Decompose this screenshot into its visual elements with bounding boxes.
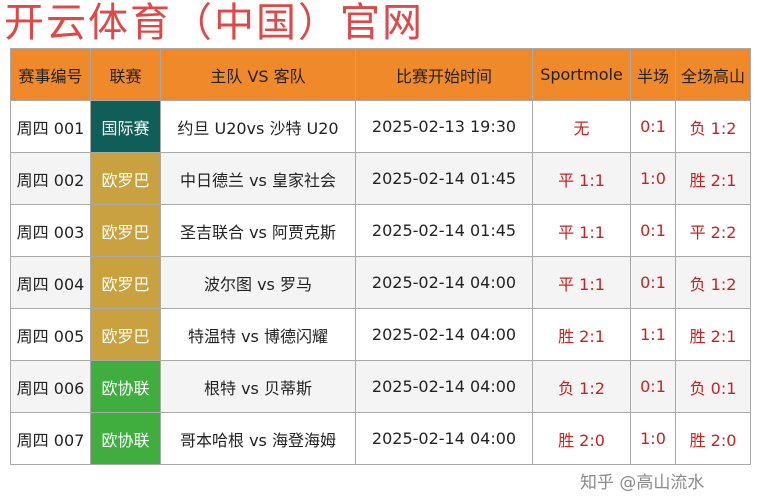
cell-full: 平 2:2	[675, 204, 751, 257]
column-header: 主队 VS 客队	[160, 48, 356, 101]
cell-half: 1:1	[630, 308, 676, 361]
cell-sportmole: 无	[532, 100, 631, 153]
cell-full: 负 0:1	[675, 360, 751, 413]
table-row: 周四 004 欧罗巴 波尔图 vs 罗马 2025-02-14 04:00 平 1:1 0…	[10, 256, 751, 309]
cell-id: 周四 001	[10, 100, 91, 153]
match-table: 赛事编号 联赛 主队 VS 客队 比赛开始时间 Sportmole 半场 全场高山 周四 0…	[10, 48, 751, 465]
column-header: 赛事编号	[10, 48, 91, 101]
cell-sportmole: 平 1:1	[532, 152, 631, 205]
cell-full: 负 1:2	[675, 256, 751, 309]
cell-half: 0:1	[630, 100, 676, 153]
cell-league: 国际赛	[90, 100, 161, 153]
cell-time: 2025-02-14 04:00	[355, 256, 533, 309]
cell-full: 胜 2:0	[675, 412, 751, 465]
cell-match: 约旦 U20vs 沙特 U20	[160, 100, 356, 153]
cell-match: 特温特 vs 博德闪耀	[160, 308, 356, 361]
cell-id: 周四 007	[10, 412, 91, 465]
cell-time: 2025-02-14 01:45	[355, 204, 533, 257]
cell-league: 欧罗巴	[90, 308, 161, 361]
cell-league: 欧协联	[90, 412, 161, 465]
table-row: 周四 005 欧罗巴 特温特 vs 博德闪耀 2025-02-14 04:00 胜 2:…	[10, 308, 751, 361]
table-row: 周四 007 欧协联 哥本哈根 vs 海登海姆 2025-02-14 04:00 胜 2…	[10, 412, 751, 465]
table-row: 周四 002 欧罗巴 中日德兰 vs 皇家社会 2025-02-14 01:45 平 1…	[10, 152, 751, 205]
cell-full: 负 1:2	[675, 100, 751, 153]
cell-half: 1:0	[630, 152, 676, 205]
table-row: 周四 006 欧协联 根特 vs 贝蒂斯 2025-02-14 04:00 负 1:2 0…	[10, 360, 751, 413]
column-header: 联赛	[90, 48, 161, 101]
header-row: 赛事编号 联赛 主队 VS 客队 比赛开始时间 Sportmole 半场 全场高山	[10, 48, 751, 101]
cell-sportmole: 平 1:1	[532, 204, 631, 257]
cell-sportmole: 胜 2:1	[532, 308, 631, 361]
cell-id: 周四 002	[10, 152, 91, 205]
column-header: 半场	[630, 48, 676, 101]
column-header: 全场高山	[675, 48, 751, 101]
cell-time: 2025-02-14 04:00	[355, 412, 533, 465]
cell-id: 周四 003	[10, 204, 91, 257]
cell-league: 欧罗巴	[90, 256, 161, 309]
table-row: 周四 001 国际赛 约旦 U20vs 沙特 U20 2025-02-13 19:30…	[10, 100, 751, 153]
cell-time: 2025-02-14 04:00	[355, 308, 533, 361]
cell-league: 欧协联	[90, 360, 161, 413]
column-header: 比赛开始时间	[355, 48, 533, 101]
cell-match: 根特 vs 贝蒂斯	[160, 360, 356, 413]
cell-half: 0:1	[630, 256, 676, 309]
cell-sportmole: 平 1:1	[532, 256, 631, 309]
cell-time: 2025-02-14 04:00	[355, 360, 533, 413]
cell-id: 周四 006	[10, 360, 91, 413]
cell-full: 胜 2:1	[675, 152, 751, 205]
cell-league: 欧罗巴	[90, 204, 161, 257]
column-header: Sportmole	[532, 48, 631, 101]
cell-id: 周四 005	[10, 308, 91, 361]
cell-half: 0:1	[630, 360, 676, 413]
cell-sportmole: 负 1:2	[532, 360, 631, 413]
cell-league: 欧罗巴	[90, 152, 161, 205]
cell-full: 胜 2:1	[675, 308, 751, 361]
watermark: 开云体育（中国）官网	[4, 0, 424, 46]
cell-sportmole: 胜 2:0	[532, 412, 631, 465]
cell-match: 圣吉联合 vs 阿贾克斯	[160, 204, 356, 257]
cell-id: 周四 004	[10, 256, 91, 309]
cell-time: 2025-02-13 19:30	[355, 100, 533, 153]
cell-match: 哥本哈根 vs 海登海姆	[160, 412, 356, 465]
credit-watermark: 知乎 @高山流水	[580, 473, 705, 493]
cell-match: 中日德兰 vs 皇家社会	[160, 152, 356, 205]
cell-match: 波尔图 vs 罗马	[160, 256, 356, 309]
cell-half: 0:1	[630, 204, 676, 257]
cell-half: 1:0	[630, 412, 676, 465]
table-row: 周四 003 欧罗巴 圣吉联合 vs 阿贾克斯 2025-02-14 01:45 平 1…	[10, 204, 751, 257]
cell-time: 2025-02-14 01:45	[355, 152, 533, 205]
